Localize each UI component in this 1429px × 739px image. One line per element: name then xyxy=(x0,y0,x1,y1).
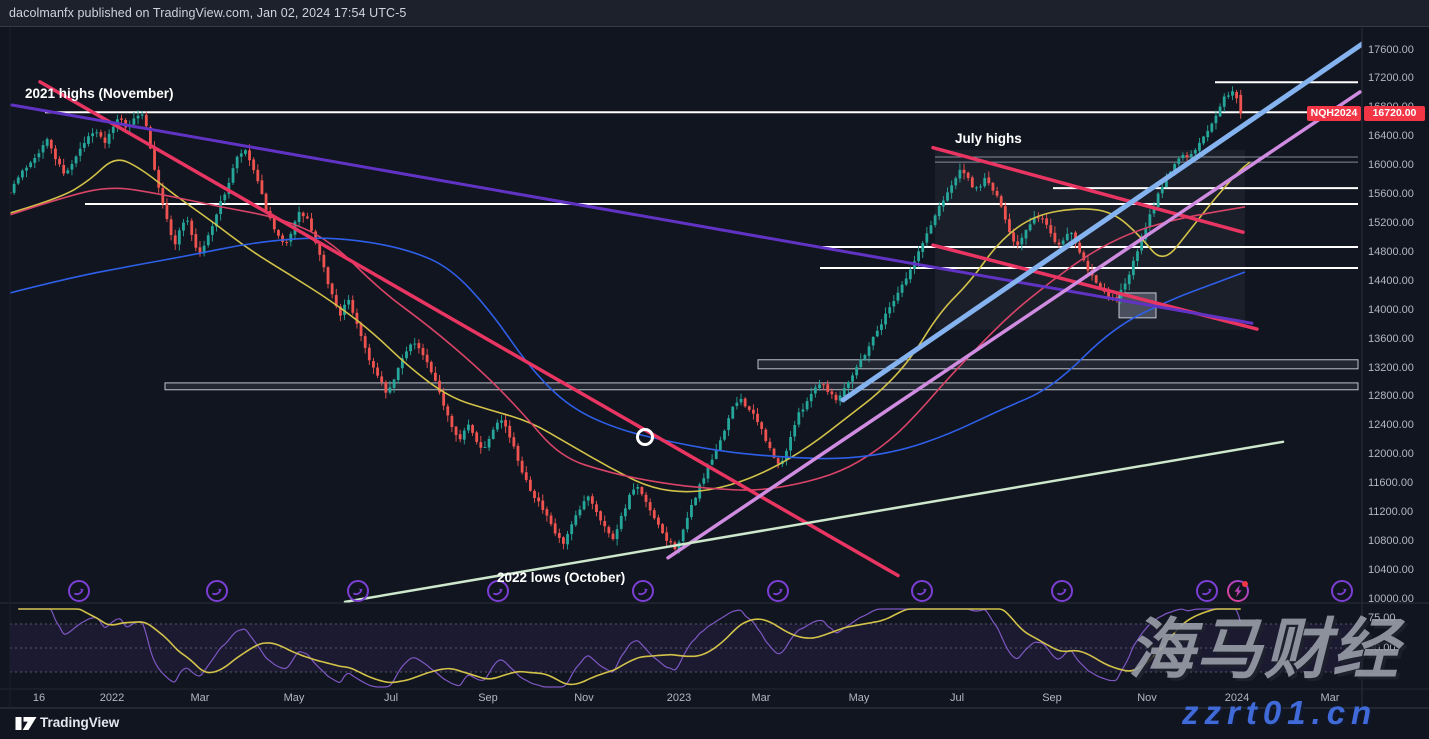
annotation-2022-lows: 2022 lows (October) xyxy=(497,570,626,585)
price-axis-label: 10800.00 xyxy=(1368,535,1414,548)
price-axis-label: 12400.00 xyxy=(1368,419,1414,432)
price-axis-label: 16000.00 xyxy=(1368,159,1414,172)
time-axis-label: Sep xyxy=(478,692,498,704)
time-axis-label: Nov xyxy=(1137,692,1157,704)
band-12950[interactable] xyxy=(164,382,1359,391)
time-axis-label: 16 xyxy=(32,692,46,704)
trendline-downtrend-2022[interactable] xyxy=(38,80,900,578)
annotation-july-highs: July highs xyxy=(955,131,1022,146)
symbol-tag: NQH2024 xyxy=(1307,106,1361,122)
tradingview-logo-icon[interactable] xyxy=(12,714,42,732)
time-axis-label: Mar xyxy=(1320,692,1340,704)
price-axis-label: 17600.00 xyxy=(1368,43,1414,56)
time-axis-label: Nov xyxy=(574,692,594,704)
price-axis-label: 14000.00 xyxy=(1368,303,1414,316)
flash-event-icon[interactable] xyxy=(1227,580,1249,602)
trendline-uptrend-plum[interactable] xyxy=(666,90,1362,560)
price-axis-label: 14400.00 xyxy=(1368,274,1414,287)
contract-rollover-icon[interactable] xyxy=(1196,580,1218,602)
rsi-axis-label: 75.00 xyxy=(1368,611,1396,624)
trendline-steep-uptrend-blue[interactable] xyxy=(840,41,1365,403)
time-axis-label: Jul xyxy=(949,692,965,704)
publish-header: dacolmanfx published on TradingView.com,… xyxy=(0,0,1429,27)
ma-line-yellow xyxy=(10,159,1251,493)
time-axis-label: Jul xyxy=(383,692,399,704)
contract-rollover-icon[interactable] xyxy=(68,580,90,602)
last-price-tag: 16720.00 xyxy=(1364,106,1425,122)
price-axis-label: 11200.00 xyxy=(1368,506,1414,519)
ma-line-blue xyxy=(10,237,1246,460)
contract-rollover-icon[interactable] xyxy=(206,580,228,602)
footer-bar: TradingView xyxy=(0,708,1429,739)
time-axis-label: Sep xyxy=(1042,692,1062,704)
tradingview-logo-text[interactable]: TradingView xyxy=(40,715,120,730)
price-axis-label: 12800.00 xyxy=(1368,390,1414,403)
trendline-shallow-uptrend-green[interactable] xyxy=(343,440,1285,603)
contract-rollover-icon[interactable] xyxy=(347,580,369,602)
band-13300[interactable] xyxy=(757,359,1359,370)
price-axis-label: 10000.00 xyxy=(1368,592,1414,605)
time-axis-label: 2022 xyxy=(99,692,125,704)
price-axis-label: 16400.00 xyxy=(1368,130,1414,143)
circle-drawing-marker[interactable] xyxy=(636,427,654,446)
trendline-purple-downtrend[interactable] xyxy=(10,103,1254,325)
contract-rollover-icon[interactable] xyxy=(767,580,789,602)
time-axis-label: May xyxy=(848,692,870,704)
watermark-cjk: 海马财经 xyxy=(1128,612,1400,686)
time-axis-label: 2024 xyxy=(1224,692,1250,704)
contract-rollover-icon[interactable] xyxy=(911,580,933,602)
annotation-2021-highs: 2021 highs (November) xyxy=(25,86,174,101)
time-axis-label: Mar xyxy=(190,692,210,704)
price-axis-label: 15600.00 xyxy=(1368,188,1414,201)
price-axis-label: 15200.00 xyxy=(1368,217,1414,230)
price-axis-label: 17200.00 xyxy=(1368,72,1414,85)
time-axis-label: 2023 xyxy=(666,692,692,704)
trendline-july-channel-upper[interactable] xyxy=(931,145,1245,234)
time-axis-label: Mar xyxy=(751,692,771,704)
time-axis-label: May xyxy=(283,692,305,704)
contract-rollover-icon[interactable] xyxy=(487,580,509,602)
rsi-line xyxy=(18,608,1242,688)
price-axis-label: 14800.00 xyxy=(1368,245,1414,258)
price-axis-label: 11600.00 xyxy=(1368,477,1414,490)
price-axis-label: 13600.00 xyxy=(1368,332,1414,345)
contract-rollover-icon[interactable] xyxy=(1331,580,1353,602)
price-axis-label: 10400.00 xyxy=(1368,563,1414,576)
price-axis-label: 13200.00 xyxy=(1368,361,1414,374)
candlestick-series xyxy=(10,86,1243,554)
watermark-url: zzrt01.cn xyxy=(1182,694,1378,731)
rsi-ma-line xyxy=(18,608,1241,686)
rsi-axis-label: 50.00 xyxy=(1368,641,1396,654)
publish-info-text: dacolmanfx published on TradingView.com,… xyxy=(9,6,407,20)
price-axis-label: 12000.00 xyxy=(1368,448,1414,461)
contract-rollover-icon[interactable] xyxy=(632,580,654,602)
contract-rollover-icon[interactable] xyxy=(1051,580,1073,602)
